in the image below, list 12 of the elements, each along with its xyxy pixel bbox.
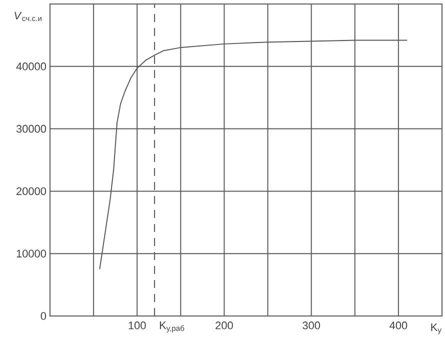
- x-tick-label: 400: [390, 322, 408, 330]
- y-tick-label: 20000: [16, 187, 46, 196]
- y-tick-label: 40000: [16, 62, 46, 70]
- x-tick-label: 100: [128, 322, 146, 330]
- x-tick-label: 300: [302, 322, 320, 330]
- y-tick-label: 0: [40, 312, 46, 320]
- y-tick-label: 30000: [16, 124, 46, 133]
- y-axis-title: V$_{сч.с.и}$: [14, 12, 42, 22]
- ref-line-label: K$_{у,раб}$: [160, 322, 184, 333]
- x-axis-title: K$_{у}$: [431, 324, 442, 334]
- y-tick-label: 10000: [16, 250, 46, 258]
- x-tick-label: 200: [216, 322, 233, 330]
